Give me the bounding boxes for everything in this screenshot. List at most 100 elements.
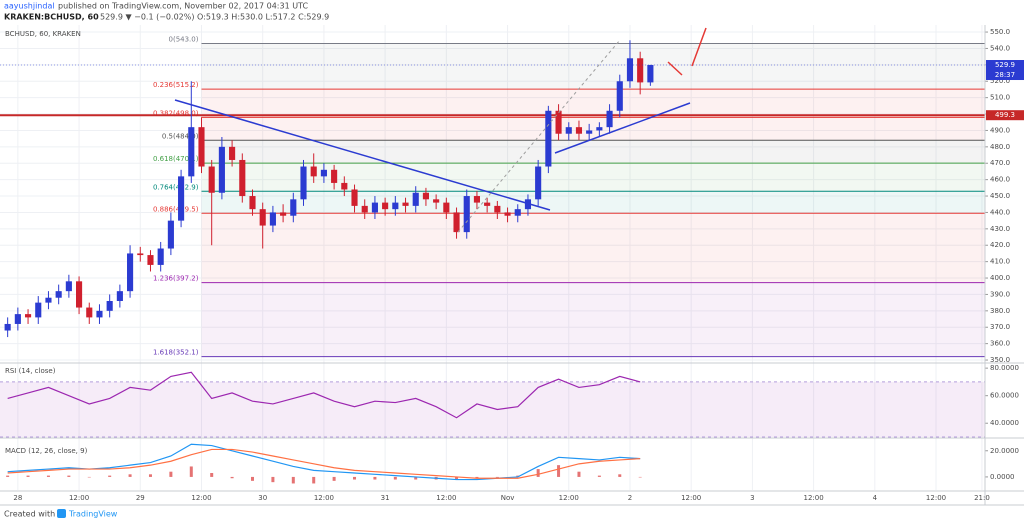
published: published on TradingView.com, November 0… xyxy=(58,2,308,11)
histogram-bar xyxy=(250,476,254,481)
fib-band xyxy=(201,89,985,118)
indicator-line xyxy=(7,371,641,419)
y-tick-label: 350.0 xyxy=(990,356,1010,364)
x-tick-label: 4 xyxy=(873,494,878,502)
candle-body xyxy=(218,146,225,193)
x-tick-label: 12:00 xyxy=(681,494,701,502)
fib-band xyxy=(201,191,985,214)
author[interactable]: aayushjindal xyxy=(4,2,55,11)
histogram-bar xyxy=(148,474,152,477)
candle-body xyxy=(24,314,32,318)
drawing xyxy=(691,27,707,67)
histogram-bar xyxy=(6,475,10,477)
quote: 529.9 ▼ −0.1 (−0.02%) O:519.3 H:530.0 L:… xyxy=(100,13,329,22)
pane-title: RSI (14, close) xyxy=(5,367,56,375)
rsi-band xyxy=(0,381,985,437)
histogram-bar xyxy=(87,476,91,478)
candle-body xyxy=(606,110,613,128)
x-tick-label: 30 xyxy=(258,494,267,502)
histogram-bar xyxy=(414,476,418,480)
candle-body xyxy=(392,202,399,210)
candle-body xyxy=(4,323,11,331)
y-tick-label: 480.0 xyxy=(990,143,1010,151)
fib-label: 1.618(352.1) xyxy=(153,349,199,357)
fib-band xyxy=(201,117,985,141)
candle-body xyxy=(208,166,215,193)
x-tick-label: Nov xyxy=(501,494,515,502)
histogram-bar xyxy=(26,475,30,477)
candle-body xyxy=(504,212,511,216)
x-tick-label: 31 xyxy=(381,494,390,502)
y-tick-label: 360.0 xyxy=(990,340,1010,348)
candle-body xyxy=(259,209,266,226)
histogram-bar xyxy=(475,476,479,479)
fib-band xyxy=(201,140,985,164)
y-tick-label: 370.0 xyxy=(990,323,1010,331)
y-tick-label: 420.0 xyxy=(990,241,1010,249)
x-tick-label: 12:00 xyxy=(926,494,946,502)
x-tick-label: 21:0 xyxy=(974,494,990,502)
price-tag-label: 499.3 xyxy=(995,111,1015,119)
y-tick-label: 380.0 xyxy=(990,307,1010,315)
footer-brand[interactable]: TradingView xyxy=(68,510,118,519)
histogram-bar xyxy=(210,473,214,477)
candle-body xyxy=(157,248,164,265)
histogram-bar xyxy=(291,476,295,484)
x-tick-label: 12:00 xyxy=(436,494,456,502)
candle-body xyxy=(280,212,287,216)
y-tick-label: 470.0 xyxy=(990,159,1010,167)
x-tick-label: 2 xyxy=(628,494,632,502)
y-tick-label: 540.0 xyxy=(990,44,1010,52)
symbol: KRAKEN:BCHUSD, 60 xyxy=(4,13,99,22)
candle-body xyxy=(14,314,21,324)
histogram-bar xyxy=(230,476,234,479)
fib-band xyxy=(201,163,985,192)
candle-body xyxy=(626,58,634,82)
candle-body xyxy=(178,176,185,221)
candle-body xyxy=(300,166,307,200)
x-tick-label: 29 xyxy=(136,494,145,502)
candle-body xyxy=(361,205,368,213)
candle-body xyxy=(147,255,154,265)
candle-body xyxy=(137,253,144,256)
y-tick-label: 440.0 xyxy=(990,208,1010,216)
candle-body xyxy=(637,58,644,83)
candle-body xyxy=(331,169,338,183)
fib-label: 0.886(439.5) xyxy=(153,205,199,213)
candle-body xyxy=(341,182,348,190)
candle-body xyxy=(310,166,317,177)
candle-body xyxy=(443,202,450,213)
candle-body xyxy=(596,127,603,131)
candle-body xyxy=(188,127,195,177)
trend-line xyxy=(174,99,551,211)
histogram-bar xyxy=(189,466,193,477)
histogram-bar xyxy=(618,474,622,477)
candle-body xyxy=(371,202,378,213)
candle-body xyxy=(565,127,572,134)
y-tick-label: 490.0 xyxy=(990,126,1010,134)
histogram-bar xyxy=(353,476,357,480)
pane-title: MACD (12, 26, close, 9) xyxy=(5,447,88,455)
histogram-bar xyxy=(312,476,316,484)
histogram-bar xyxy=(597,475,601,477)
fib-band xyxy=(201,282,985,357)
histogram-bar xyxy=(271,476,275,483)
y-tick-label: 400.0 xyxy=(990,274,1010,282)
candle-body xyxy=(35,302,42,318)
brand-icon xyxy=(57,509,66,518)
candle-body xyxy=(76,281,83,308)
candle-body xyxy=(433,199,440,203)
candle-body xyxy=(239,159,246,197)
fib-label: 0.236(515.2) xyxy=(153,81,199,89)
fib-label: 1.236(397.2) xyxy=(153,275,199,283)
candle-body xyxy=(65,281,72,292)
histogram-bar xyxy=(557,465,561,477)
histogram-bar xyxy=(495,476,499,478)
candle-body xyxy=(412,192,419,206)
y-tick-label: 520.0 xyxy=(990,77,1010,85)
x-tick-label: 12:00 xyxy=(314,494,334,502)
candle-body xyxy=(545,110,552,167)
indicator-line xyxy=(7,448,641,479)
drawing xyxy=(667,61,683,76)
candle-body xyxy=(422,192,429,200)
